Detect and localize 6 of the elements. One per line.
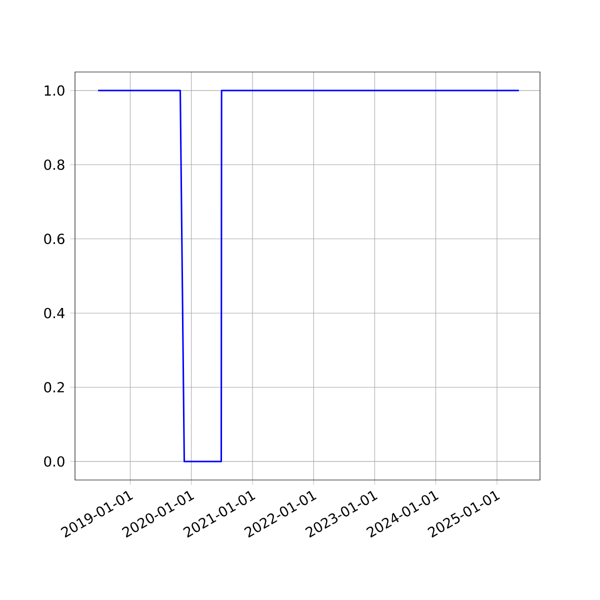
y-tick-label: 0.0 [44, 456, 64, 467]
y-tick-label: 1.0 [44, 85, 64, 96]
y-tick-label: 0.2 [44, 382, 64, 393]
y-tick-label: 0.8 [44, 159, 64, 170]
y-tick-label: 0.4 [44, 308, 64, 318]
y-tick-label: 0.6 [44, 234, 64, 244]
